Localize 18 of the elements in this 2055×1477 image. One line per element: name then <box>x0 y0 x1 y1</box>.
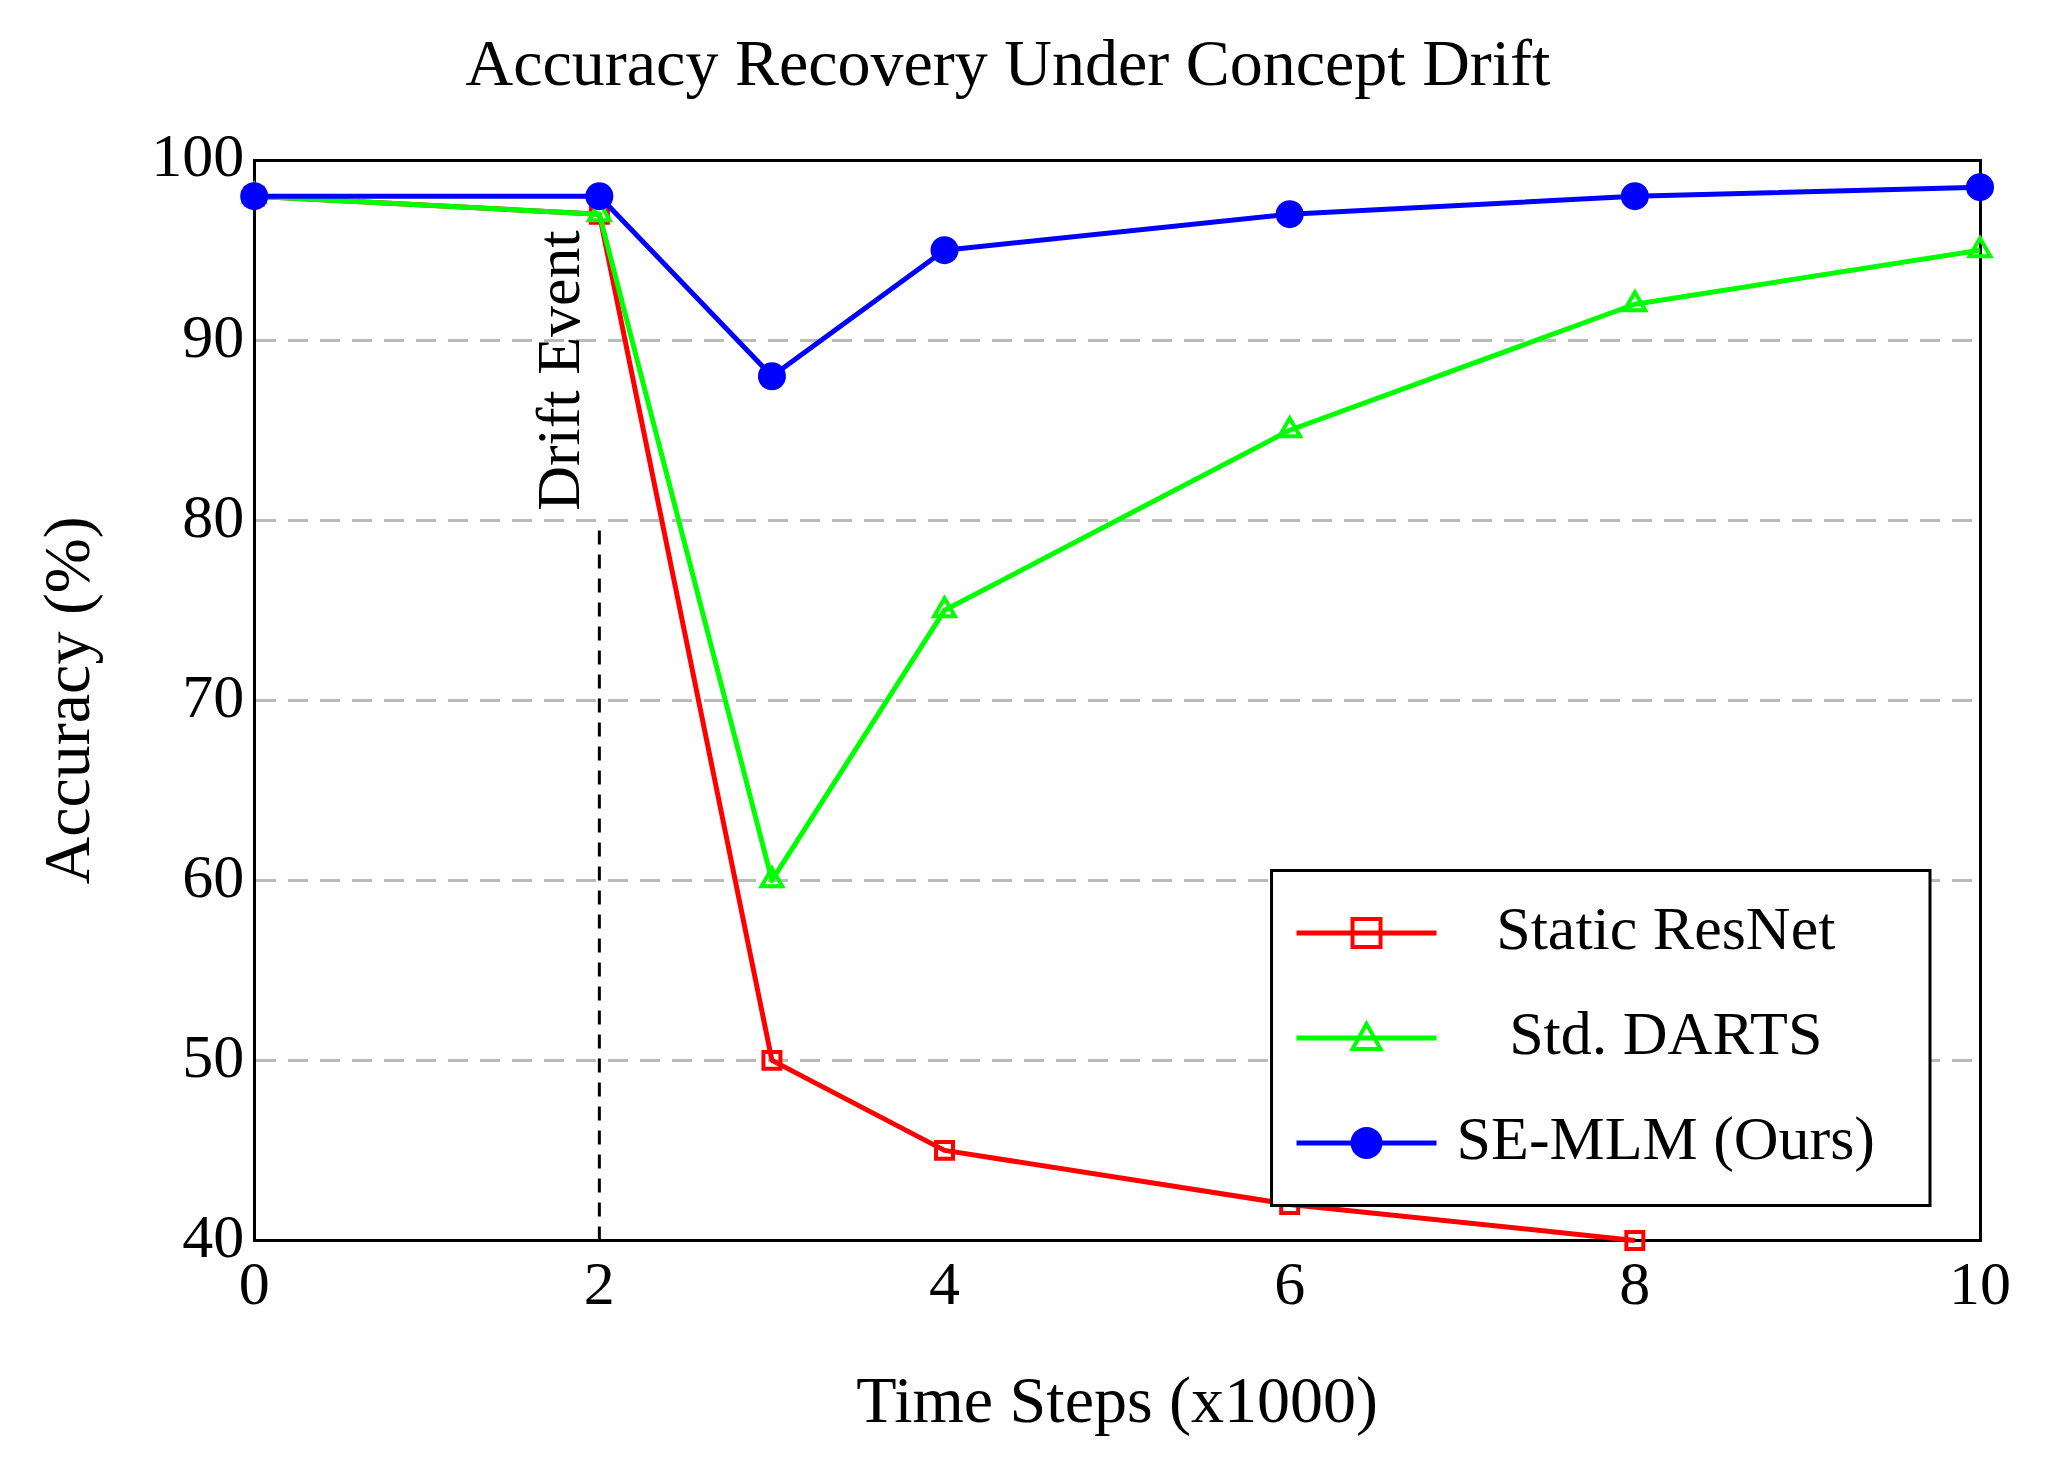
x-tick-label: 8 <box>1619 1248 1651 1317</box>
y-axis-title: Accuracy (%) <box>29 516 104 885</box>
x-axis-title: Time Steps (x1000) <box>856 1362 1379 1437</box>
y-tick-label: 90 <box>182 301 245 370</box>
ref-line-label: Drift Event <box>523 230 592 511</box>
y-tick-label: 100 <box>151 121 245 190</box>
y-tick-label: 60 <box>182 841 245 910</box>
y-tick-label: 80 <box>182 481 245 550</box>
x-tick-label: 10 <box>1949 1248 2011 1317</box>
x-tick-label: 4 <box>929 1248 961 1317</box>
legend-label: SE-MLM (Ours) <box>1456 1104 1876 1174</box>
x-tick-label: 6 <box>1274 1248 1306 1317</box>
chart-title: Accuracy Recovery Under Concept Drift <box>465 25 1551 99</box>
legend-label: Std. DARTS <box>1509 999 1823 1068</box>
legend-label: Static ResNet <box>1496 894 1836 963</box>
y-tick-label: 70 <box>182 661 245 730</box>
x-tick-label: 2 <box>583 1248 615 1317</box>
y-tick-label: 50 <box>182 1021 245 1090</box>
